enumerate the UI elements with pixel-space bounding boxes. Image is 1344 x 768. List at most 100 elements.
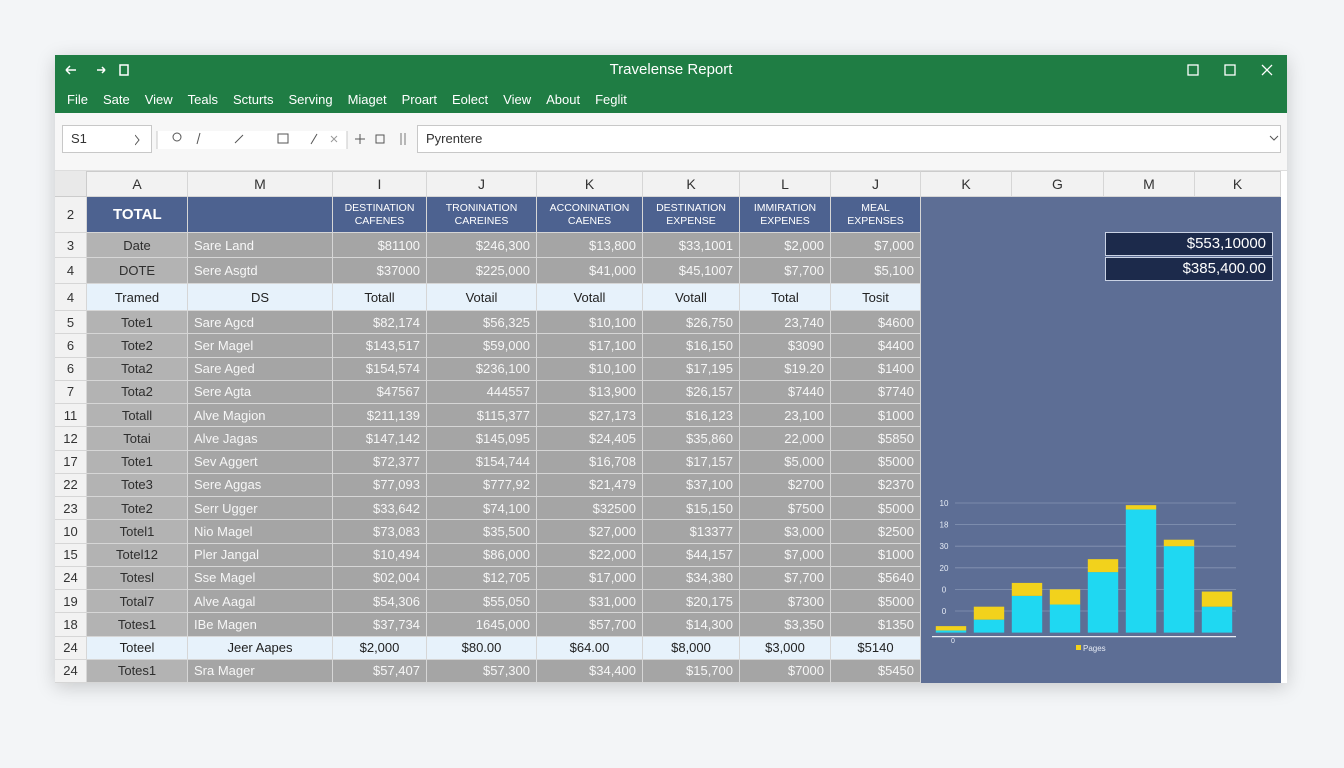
cell[interactable]: $37,734 bbox=[333, 613, 427, 637]
row-number[interactable]: 10 bbox=[55, 520, 87, 544]
cell[interactable]: Sare Aged bbox=[188, 357, 333, 381]
menu-item[interactable]: Scturts bbox=[233, 91, 274, 107]
menu-item[interactable]: Feglit bbox=[595, 91, 627, 107]
row-number[interactable]: 7 bbox=[55, 380, 87, 404]
cell[interactable]: $26,157 bbox=[643, 380, 740, 404]
cell[interactable]: DOTE bbox=[87, 258, 188, 284]
cell[interactable]: Totes1 bbox=[87, 613, 188, 637]
cell[interactable]: $13377 bbox=[643, 520, 740, 544]
cell[interactable]: $37,100 bbox=[643, 473, 740, 497]
cell[interactable]: Totes1 bbox=[87, 659, 188, 683]
cell[interactable]: Tosit bbox=[831, 284, 921, 311]
cell[interactable]: $32500 bbox=[537, 497, 643, 521]
cell[interactable]: $3090 bbox=[740, 334, 831, 358]
column-header[interactable]: J bbox=[427, 171, 537, 197]
cell[interactable]: Sev Aggert bbox=[188, 450, 333, 474]
cell[interactable]: $5000 bbox=[831, 590, 921, 614]
cell[interactable]: $33,1001 bbox=[643, 233, 740, 258]
cell[interactable]: $19.20 bbox=[740, 357, 831, 381]
cell[interactable]: Sse Magel bbox=[188, 566, 333, 590]
cell[interactable]: IMMIRATION EXPENES bbox=[740, 197, 831, 233]
cell[interactable]: $86,000 bbox=[427, 543, 537, 567]
cell[interactable]: $35,500 bbox=[427, 520, 537, 544]
cell[interactable]: Tota2 bbox=[87, 357, 188, 381]
cell[interactable]: Sare Agcd bbox=[188, 311, 333, 335]
cell[interactable]: $80.00 bbox=[427, 636, 537, 660]
row-number[interactable]: 24 bbox=[55, 636, 87, 660]
row-number[interactable]: 6 bbox=[55, 357, 87, 381]
cell[interactable]: $5000 bbox=[831, 497, 921, 521]
cell[interactable]: 22,000 bbox=[740, 427, 831, 451]
cell[interactable]: $2,000 bbox=[740, 233, 831, 258]
cell[interactable]: TOTAL bbox=[87, 197, 188, 233]
cell[interactable]: $34,380 bbox=[643, 566, 740, 590]
cell[interactable]: $15,150 bbox=[643, 497, 740, 521]
cell[interactable]: Toteel bbox=[87, 636, 188, 660]
column-header[interactable]: K bbox=[643, 171, 740, 197]
cell[interactable]: Total bbox=[740, 284, 831, 311]
cell[interactable]: Tote1 bbox=[87, 311, 188, 335]
cell[interactable] bbox=[188, 197, 333, 233]
cell[interactable]: Pler Jangal bbox=[188, 543, 333, 567]
cell[interactable]: $64.00 bbox=[537, 636, 643, 660]
menu-item[interactable]: About bbox=[546, 91, 581, 107]
cell[interactable]: $1000 bbox=[831, 543, 921, 567]
cell[interactable]: Tote3 bbox=[87, 473, 188, 497]
cell[interactable]: 1645,000 bbox=[427, 613, 537, 637]
menu-item[interactable]: Teals bbox=[187, 91, 219, 107]
cell[interactable]: Votail bbox=[427, 284, 537, 311]
cell[interactable]: $777,92 bbox=[427, 473, 537, 497]
cell[interactable]: Nio Magel bbox=[188, 520, 333, 544]
row-number[interactable]: 2 bbox=[55, 197, 87, 233]
row-number[interactable]: 12 bbox=[55, 427, 87, 451]
cell[interactable]: MEAL EXPENSES bbox=[831, 197, 921, 233]
row-number[interactable]: 15 bbox=[55, 543, 87, 567]
menu-item[interactable]: View bbox=[503, 91, 532, 107]
cell[interactable]: $2370 bbox=[831, 473, 921, 497]
cell[interactable]: $55,050 bbox=[427, 590, 537, 614]
cell[interactable]: $14,300 bbox=[643, 613, 740, 637]
cell[interactable]: $5450 bbox=[831, 659, 921, 683]
cell[interactable]: $115,377 bbox=[427, 404, 537, 428]
cell[interactable]: Totall bbox=[333, 284, 427, 311]
cell[interactable]: $7500 bbox=[740, 497, 831, 521]
cell[interactable]: $5640 bbox=[831, 566, 921, 590]
column-header[interactable]: L bbox=[740, 171, 831, 197]
cell[interactable]: $13,900 bbox=[537, 380, 643, 404]
cell[interactable]: $143,517 bbox=[333, 334, 427, 358]
cell[interactable]: $7740 bbox=[831, 380, 921, 404]
row-number[interactable]: 6 bbox=[55, 334, 87, 358]
cell[interactable]: $37000 bbox=[333, 258, 427, 284]
cell[interactable]: DESTINATION EXPENSE bbox=[643, 197, 740, 233]
cell[interactable]: $7,000 bbox=[831, 233, 921, 258]
cell[interactable]: Votall bbox=[643, 284, 740, 311]
column-header[interactable]: K bbox=[1195, 171, 1281, 197]
cell[interactable]: $5,100 bbox=[831, 258, 921, 284]
cell[interactable]: $10,100 bbox=[537, 311, 643, 335]
row-number[interactable]: 23 bbox=[55, 497, 87, 521]
cell[interactable]: Totel12 bbox=[87, 543, 188, 567]
cell[interactable]: $7440 bbox=[740, 380, 831, 404]
cell[interactable]: $10,494 bbox=[333, 543, 427, 567]
cell[interactable]: $74,100 bbox=[427, 497, 537, 521]
cell[interactable]: Sra Mager bbox=[188, 659, 333, 683]
cell[interactable]: $8,000 bbox=[643, 636, 740, 660]
cell[interactable]: Votall bbox=[537, 284, 643, 311]
cell[interactable]: $147,142 bbox=[333, 427, 427, 451]
cell[interactable]: $7,700 bbox=[740, 566, 831, 590]
cell[interactable]: Serr Ugger bbox=[188, 497, 333, 521]
cell[interactable]: $31,000 bbox=[537, 590, 643, 614]
cell[interactable]: Tote1 bbox=[87, 450, 188, 474]
cell[interactable]: $13,800 bbox=[537, 233, 643, 258]
cell[interactable]: $16,708 bbox=[537, 450, 643, 474]
cell[interactable]: $81100 bbox=[333, 233, 427, 258]
row-number[interactable]: 4 bbox=[55, 284, 87, 311]
cell[interactable]: Alve Jagas bbox=[188, 427, 333, 451]
cell[interactable]: Ser Magel bbox=[188, 334, 333, 358]
cell[interactable]: $54,306 bbox=[333, 590, 427, 614]
cell[interactable]: 23,100 bbox=[740, 404, 831, 428]
cell[interactable]: Totai bbox=[87, 427, 188, 451]
column-header[interactable]: I bbox=[333, 171, 427, 197]
cell[interactable]: $211,139 bbox=[333, 404, 427, 428]
cell[interactable]: $27,000 bbox=[537, 520, 643, 544]
